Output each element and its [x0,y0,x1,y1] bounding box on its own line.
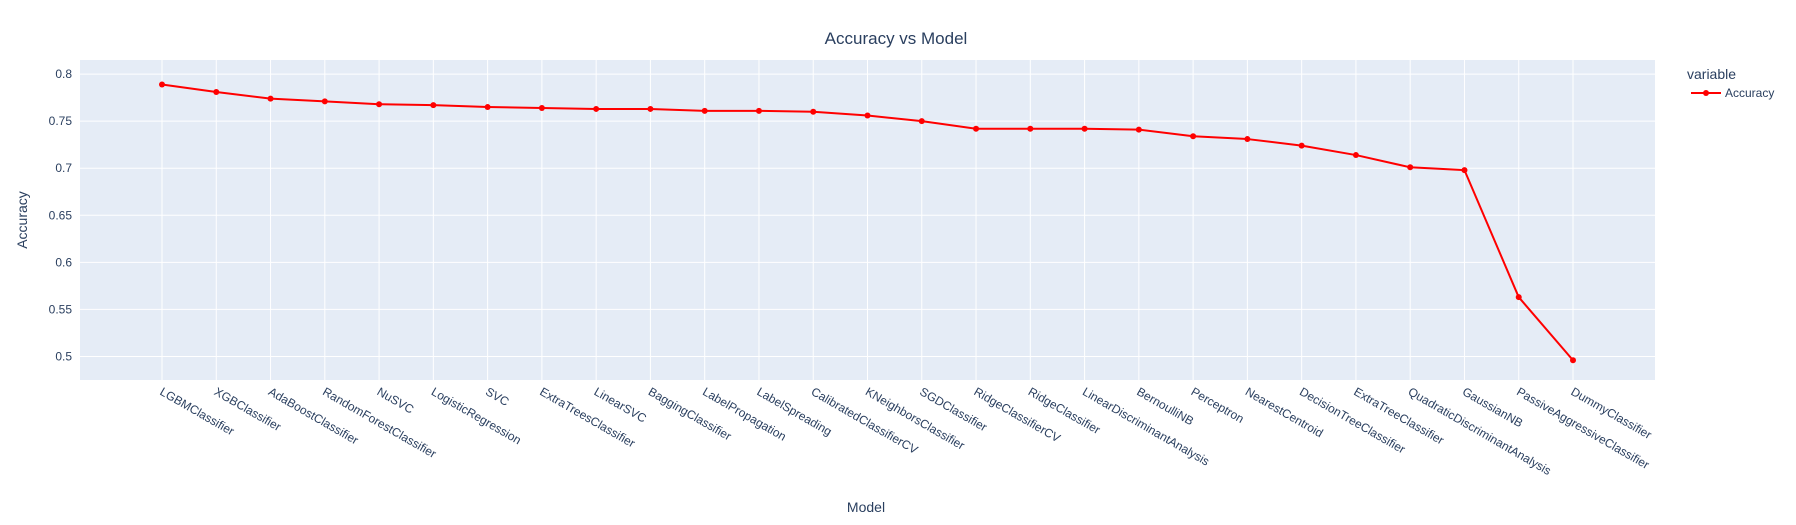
data-point [1027,125,1034,132]
series-layer [159,81,1576,364]
y-tick-label: 0.55 [49,302,73,316]
legend-marker-swatch [1703,90,1709,96]
x-axis-title: Model [847,499,885,515]
data-point [647,105,654,112]
data-point [864,112,871,119]
y-tick-label: 0.5 [55,349,72,363]
data-point [593,105,600,112]
data-point [321,98,328,105]
data-point [973,125,980,132]
data-point [430,102,437,109]
data-point [213,89,220,95]
y-axis-title: Accuracy [14,191,30,249]
data-point [701,107,708,114]
data-point [1352,152,1359,159]
data-point [1407,164,1414,171]
legend-item-accuracy[interactable]: Accuracy [1725,86,1774,100]
data-point [538,105,545,111]
y-axis-ticks: 0.5 0.55 0.6 0.65 0.7 0.75 0.8 [49,67,73,363]
data-point [1570,357,1576,364]
y-tick-label: 0.6 [55,255,72,269]
legend[interactable]: variable Accuracy [1687,66,1774,100]
chart-title: Accuracy vs Model [825,29,968,48]
data-point [159,81,165,88]
data-point [1515,294,1522,301]
data-point [1298,142,1305,149]
legend-title: variable [1687,66,1736,82]
data-point [1244,136,1251,143]
data-point [1135,126,1142,133]
y-tick-label: 0.7 [55,161,72,175]
data-point [1461,167,1468,174]
data-point [918,118,925,125]
data-point [1190,133,1197,140]
data-point [1081,125,1088,132]
data-point [755,107,762,114]
y-tick-label: 0.75 [49,114,73,128]
y-tick-label: 0.65 [49,208,73,222]
y-tick-label: 0.8 [55,67,72,81]
data-point [376,101,383,108]
grid-lines [80,60,1655,380]
data-point [267,95,274,102]
data-point [484,104,491,111]
data-point [810,108,817,115]
